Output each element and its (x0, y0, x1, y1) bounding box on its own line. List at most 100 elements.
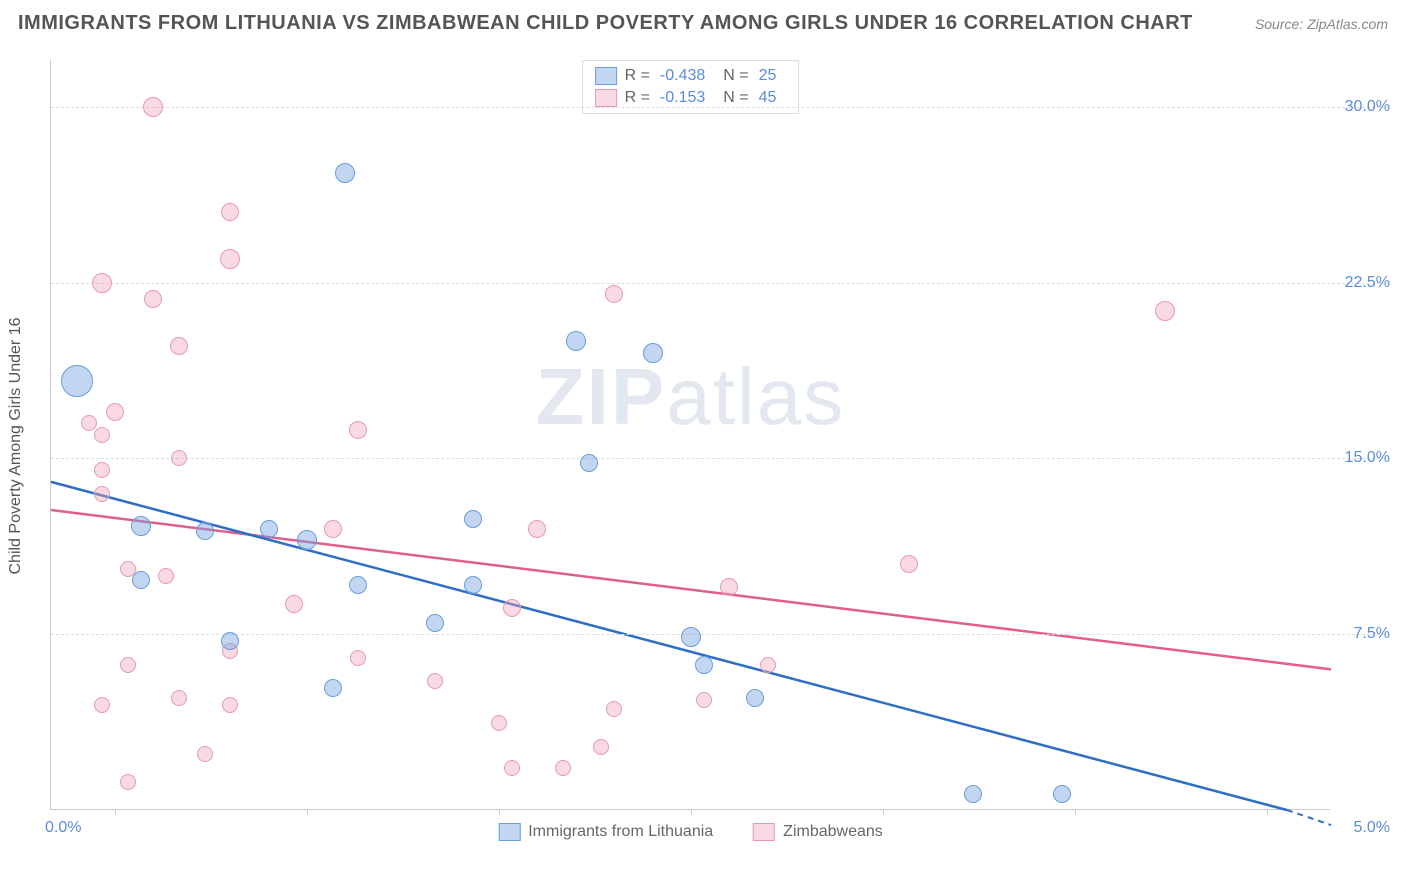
data-point-pink (1155, 301, 1175, 321)
x-tick (1075, 809, 1076, 815)
legend-n-label: N = (723, 89, 748, 107)
data-point-pink (221, 203, 239, 221)
data-point-blue (131, 516, 151, 536)
data-point-pink (92, 273, 112, 293)
source-prefix: Source: (1255, 16, 1307, 32)
legend-n-label: N = (723, 67, 748, 85)
data-point-blue (964, 785, 982, 803)
data-point-pink (94, 697, 110, 713)
data-point-blue (260, 520, 278, 538)
data-point-blue (349, 576, 367, 594)
data-point-pink (696, 692, 712, 708)
data-point-pink (94, 486, 110, 502)
legend-label-pink: Zimbabweans (783, 823, 883, 841)
data-point-pink (349, 421, 367, 439)
data-point-pink (171, 690, 187, 706)
data-point-blue (297, 530, 317, 550)
grid-line (51, 107, 1390, 108)
data-point-blue (580, 454, 598, 472)
data-point-pink (94, 427, 110, 443)
chart-title: IMMIGRANTS FROM LITHUANIA VS ZIMBABWEAN … (18, 12, 1193, 35)
data-point-pink (900, 555, 918, 573)
data-point-pink (171, 450, 187, 466)
data-point-blue (464, 576, 482, 594)
x-tick (115, 809, 116, 815)
data-point-pink (285, 595, 303, 613)
data-point-blue (324, 679, 342, 697)
source-value: ZipAtlas.com (1307, 16, 1388, 32)
x-tick (1267, 809, 1268, 815)
data-point-pink (528, 520, 546, 538)
data-point-blue (643, 343, 663, 363)
data-point-pink (144, 290, 162, 308)
data-point-blue (196, 522, 214, 540)
data-point-pink (170, 337, 188, 355)
y-tick-label: 15.0% (1345, 449, 1390, 467)
legend-swatch-blue (595, 67, 617, 85)
x-tick (307, 809, 308, 815)
data-point-pink (81, 415, 97, 431)
legend-r-label: R = (625, 89, 650, 107)
data-point-pink (427, 673, 443, 689)
x-tick (883, 809, 884, 815)
data-point-pink (606, 701, 622, 717)
data-point-pink (324, 520, 342, 538)
legend-label-blue: Immigrants from Lithuania (528, 823, 713, 841)
legend-swatch-blue (498, 823, 520, 841)
data-point-pink (94, 462, 110, 478)
data-point-blue (681, 627, 701, 647)
data-point-blue (566, 331, 586, 351)
y-tick-label: 7.5% (1354, 625, 1390, 643)
data-point-pink (555, 760, 571, 776)
data-point-pink (605, 285, 623, 303)
legend-r-pink: -0.153 (660, 89, 705, 107)
legend-swatch-pink (595, 89, 617, 107)
data-point-pink (220, 249, 240, 269)
source-label: Source: ZipAtlas.com (1255, 16, 1388, 32)
data-point-blue (695, 656, 713, 674)
legend-item-blue: Immigrants from Lithuania (498, 823, 713, 841)
data-point-blue (132, 571, 150, 589)
data-point-pink (593, 739, 609, 755)
plot-area: ZIPatlas R = -0.438 N = 25 R = -0.153 N … (50, 60, 1330, 810)
data-point-pink (120, 774, 136, 790)
chart-header: IMMIGRANTS FROM LITHUANIA VS ZIMBABWEAN … (18, 12, 1388, 35)
x-axis-min-label: 0.0% (45, 819, 81, 837)
data-point-pink (503, 599, 521, 617)
trend-lines-svg (51, 60, 1391, 830)
data-point-pink (120, 657, 136, 673)
data-point-blue (221, 632, 239, 650)
trend-line-dashed (1287, 810, 1331, 825)
legend-r-blue: -0.438 (660, 67, 705, 85)
legend-r-label: R = (625, 67, 650, 85)
data-point-blue (746, 689, 764, 707)
data-point-blue (426, 614, 444, 632)
y-axis-label: Child Poverty Among Girls Under 16 (7, 318, 25, 575)
data-point-pink (720, 578, 738, 596)
legend-n-blue: 25 (759, 67, 777, 85)
data-point-pink (158, 568, 174, 584)
y-tick-label: 30.0% (1345, 98, 1390, 116)
data-point-pink (350, 650, 366, 666)
grid-line (51, 283, 1390, 284)
data-point-pink (504, 760, 520, 776)
data-point-blue (335, 163, 355, 183)
legend-item-pink: Zimbabweans (753, 823, 883, 841)
data-point-blue (61, 365, 93, 397)
x-tick (499, 809, 500, 815)
data-point-pink (760, 657, 776, 673)
data-point-pink (143, 97, 163, 117)
legend-swatch-pink (753, 823, 775, 841)
grid-line (51, 458, 1390, 459)
data-point-blue (464, 510, 482, 528)
x-axis-max-label: 5.0% (1354, 819, 1390, 837)
legend-row-pink: R = -0.153 N = 45 (595, 87, 787, 109)
y-tick-label: 22.5% (1345, 274, 1390, 292)
data-point-blue (1053, 785, 1071, 803)
legend-n-pink: 45 (759, 89, 777, 107)
data-point-pink (222, 697, 238, 713)
data-point-pink (491, 715, 507, 731)
data-point-pink (106, 403, 124, 421)
legend-bottom: Immigrants from Lithuania Zimbabweans (498, 823, 883, 841)
legend-row-blue: R = -0.438 N = 25 (595, 65, 787, 87)
